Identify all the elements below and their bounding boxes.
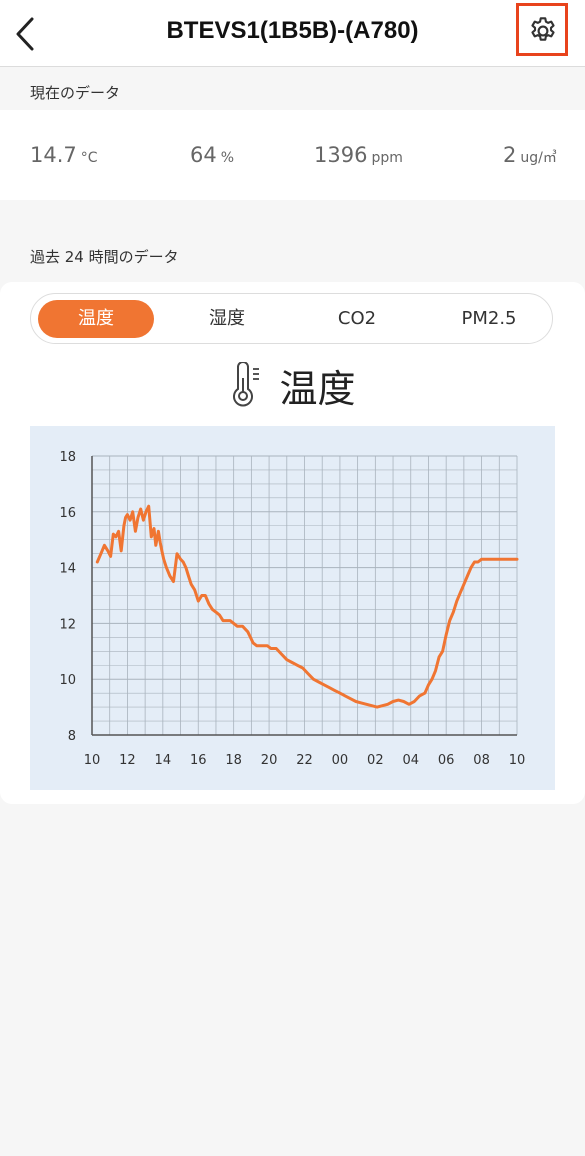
- x-tick-label: 18: [225, 753, 242, 768]
- y-tick-label: 8: [68, 729, 76, 744]
- tab-co2[interactable]: CO2: [337, 308, 377, 329]
- y-tick-label: 18: [59, 450, 76, 465]
- x-tick-label: 08: [473, 753, 490, 768]
- settings-button[interactable]: [516, 3, 568, 56]
- x-tick-label: 10: [84, 753, 101, 768]
- co2-unit: ppm: [371, 150, 403, 166]
- temperature-metric: 14.7 °C: [30, 143, 98, 167]
- temperature-value: 14.7: [30, 143, 77, 167]
- x-tick-label: 12: [119, 753, 136, 768]
- co2-metric: 1396 ppm: [314, 143, 403, 167]
- current-data-label: 現在のデータ: [30, 84, 121, 102]
- x-tick-label: 02: [367, 753, 384, 768]
- humidity-value: 64: [190, 143, 217, 167]
- current-data-panel: 14.7 °C 64% 1396 ppm 2 ug/㎥: [0, 110, 585, 200]
- x-tick-label: 14: [155, 753, 172, 768]
- thermometer-icon: [233, 362, 260, 407]
- y-tick-label: 16: [59, 506, 76, 521]
- gear-icon: [531, 17, 555, 41]
- pm25-unit: ug/㎥: [520, 150, 557, 166]
- app-header: BTEVS1(1B5B)-(A780): [0, 0, 585, 67]
- pm25-value: 2: [503, 143, 517, 167]
- x-tick-label: 16: [190, 753, 207, 768]
- chart-heading: 温度: [0, 360, 585, 411]
- x-tick-label: 20: [261, 753, 278, 768]
- humidity-unit: %: [220, 150, 235, 166]
- temperature-unit: °C: [80, 150, 98, 166]
- pm25-metric: 2 ug/㎥: [503, 143, 557, 167]
- page-title: BTEVS1(1B5B)-(A780): [166, 17, 419, 44]
- humidity-metric: 64%: [190, 143, 234, 167]
- x-tick-label: 10: [509, 753, 526, 768]
- tab-humidity[interactable]: 湿度: [209, 308, 245, 329]
- x-tick-label: 22: [296, 753, 313, 768]
- chart-title: 温度: [279, 366, 356, 411]
- x-tick-label: 06: [438, 753, 455, 768]
- y-tick-label: 12: [59, 617, 76, 632]
- co2-value: 1396: [314, 143, 368, 167]
- history-data-label: 過去 24 時間のデータ: [30, 248, 179, 266]
- back-button[interactable]: [6, 12, 46, 56]
- x-tick-label: 00: [332, 753, 349, 768]
- metric-tab-bar: 温度 湿度 CO2 PM2.5: [30, 293, 553, 344]
- y-tick-label: 10: [59, 673, 76, 688]
- chart-svg: 8 10 12 14 16 18 10 12 14 16 18 20 22 00 02 04 06 08 10: [59, 450, 526, 768]
- x-tick-label: 04: [402, 753, 419, 768]
- temperature-chart: 8 10 12 14 16 18 10 12 14 16 18 20 22 00 02 04 06 08 10: [30, 426, 555, 790]
- y-tick-label: 14: [59, 562, 76, 577]
- history-panel: 温度 湿度 CO2 PM2.5 温度 8 10 12 14 16 18 10 12 14 16 18…: [0, 282, 585, 804]
- tab-temperature[interactable]: 温度: [38, 300, 154, 338]
- temperature-series-line: [95, 504, 519, 709]
- chevron-left-icon: [16, 17, 34, 51]
- tab-pm25[interactable]: PM2.5: [461, 308, 517, 329]
